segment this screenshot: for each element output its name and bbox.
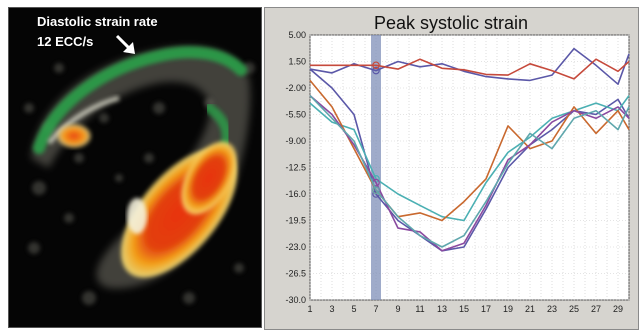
series-marker-2 bbox=[372, 61, 380, 70]
x-tick-label: 1 bbox=[307, 304, 312, 314]
y-tick-label: 1.50 bbox=[288, 57, 306, 67]
strain-rate-image-panel: Diastolic strain rate 12 ECC/s bbox=[8, 7, 262, 328]
x-tick-label: 7 bbox=[373, 304, 378, 314]
highlight-band bbox=[371, 35, 381, 300]
x-tick-label: 19 bbox=[503, 304, 513, 314]
y-tick-label: -9.00 bbox=[285, 136, 306, 146]
y-tick-label: -5.50 bbox=[285, 110, 306, 120]
strain-rate-heatmap-image bbox=[9, 8, 261, 327]
y-tick-label: -26.5 bbox=[285, 269, 306, 279]
x-tick-label: 15 bbox=[459, 304, 469, 314]
y-tick-label: -23.0 bbox=[285, 242, 306, 252]
y-tick-label: -30.0 bbox=[285, 295, 306, 305]
x-tick-label: 27 bbox=[591, 304, 601, 314]
series-line-4 bbox=[309, 95, 630, 222]
x-tick-label: 29 bbox=[613, 304, 623, 314]
arrow-down-right-icon bbox=[115, 34, 135, 54]
x-tick-label: 5 bbox=[351, 304, 356, 314]
x-tick-label: 9 bbox=[395, 304, 400, 314]
series-marker-7 bbox=[372, 186, 380, 195]
series-line-7 bbox=[309, 95, 630, 248]
strain-rate-title-label: Diastolic strain rate bbox=[37, 14, 158, 29]
y-tick-label: -19.5 bbox=[285, 216, 306, 226]
y-tick-label: 5.00 bbox=[288, 30, 306, 40]
x-tick-label: 17 bbox=[481, 304, 491, 314]
x-tick-label: 23 bbox=[547, 304, 557, 314]
chart-title: Peak systolic strain bbox=[374, 13, 528, 33]
y-tick-label: -12.5 bbox=[285, 163, 306, 173]
x-tick-label: 13 bbox=[437, 304, 447, 314]
strain-chart-panel: Peak systolic strain 5.00 1.50 -2.00 -5.50 -… bbox=[264, 7, 639, 330]
series-line-5 bbox=[309, 79, 630, 222]
y-tick-label: -2.00 bbox=[285, 83, 306, 93]
y-tick-label: -16.0 bbox=[285, 189, 306, 199]
series-line-2 bbox=[310, 58, 630, 80]
x-tick-label: 25 bbox=[569, 304, 579, 314]
series-line-1 bbox=[309, 47, 630, 85]
series-marker-1 bbox=[372, 66, 380, 75]
x-tick-label: 3 bbox=[329, 304, 334, 314]
peak-systolic-strain-chart: Peak systolic strain 5.00 1.50 -2.00 -5.50 -… bbox=[285, 13, 630, 314]
strain-rate-value-label: 12 ECC/s bbox=[37, 34, 94, 49]
x-tick-label: 11 bbox=[415, 304, 424, 314]
x-tick-label: 21 bbox=[525, 304, 535, 314]
